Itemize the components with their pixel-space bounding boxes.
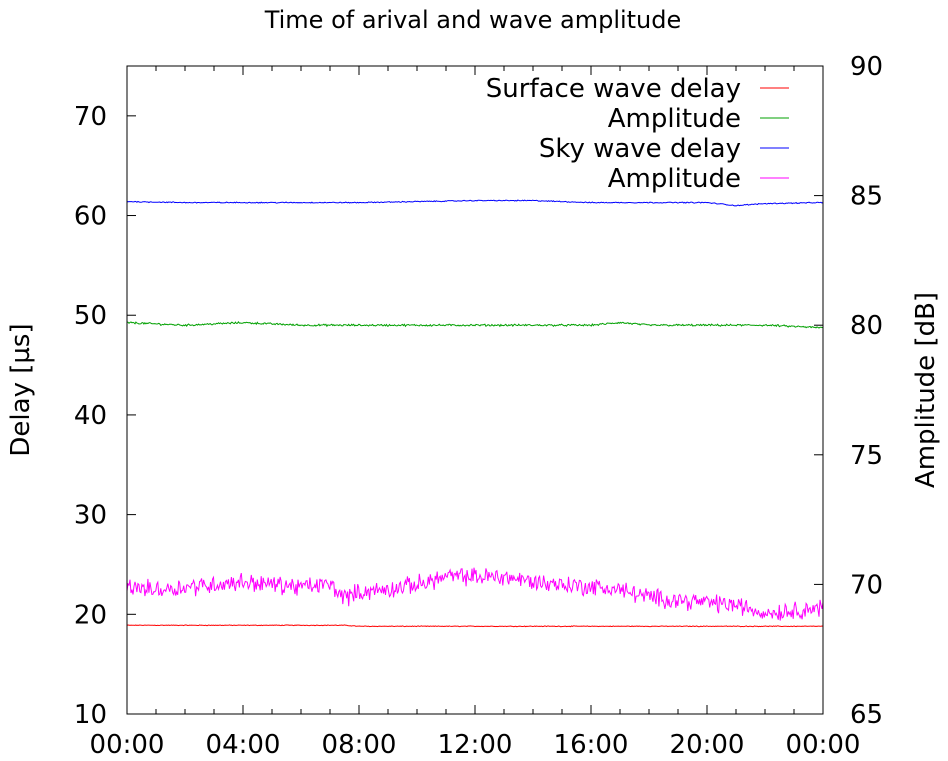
legend-label: Amplitude (608, 164, 741, 194)
y-tick-label: 70 (74, 102, 107, 132)
y-tick-label: 30 (74, 501, 107, 531)
y2-tick-label: 85 (850, 182, 883, 212)
legend-label: Amplitude (608, 104, 741, 134)
series-line-1-amplitude (126, 320, 824, 329)
y2-tick-label: 65 (850, 700, 883, 730)
y-tick-label: 60 (74, 202, 107, 232)
y-tick-label: 20 (74, 600, 107, 630)
y2-tick-label: 90 (850, 52, 883, 82)
y2-tick-label: 80 (850, 311, 883, 341)
y-tick-label: 10 (74, 700, 107, 730)
series-line-3-amplitude (126, 567, 824, 621)
x-tick-label: 08:00 (322, 730, 397, 760)
y-tick-label: 50 (74, 301, 107, 331)
tick-layer: 00:00 04:00 08:00 12:00 16:00 20:00 00:0010203… (74, 52, 883, 760)
series-line-2-sky-wave-delay (126, 199, 824, 207)
y2-tick-label: 75 (850, 441, 883, 471)
series-layer (126, 199, 824, 628)
y2-tick-label: 70 (850, 570, 883, 600)
x-tick-label: 12:00 (438, 730, 513, 760)
x-tick-label: 00:00 (786, 730, 861, 760)
chart-title: Time of arival and wave amplitude (264, 6, 682, 34)
x-tick-label: 04:00 (206, 730, 281, 760)
legend-label: Surface wave delay (486, 74, 741, 104)
x-tick-label: 16:00 (554, 730, 629, 760)
plot-frame (126, 65, 824, 715)
legend-label: Sky wave delay (539, 134, 741, 164)
y2-axis-label: Amplitude [dB] (911, 292, 941, 488)
x-tick-label: 00:00 (90, 730, 165, 760)
y-axis-label: Delay [µs] (6, 323, 36, 456)
x-tick-label: 20:00 (670, 730, 745, 760)
y-tick-label: 40 (74, 401, 107, 431)
series-line-0-surface-wave-delay (126, 624, 824, 628)
